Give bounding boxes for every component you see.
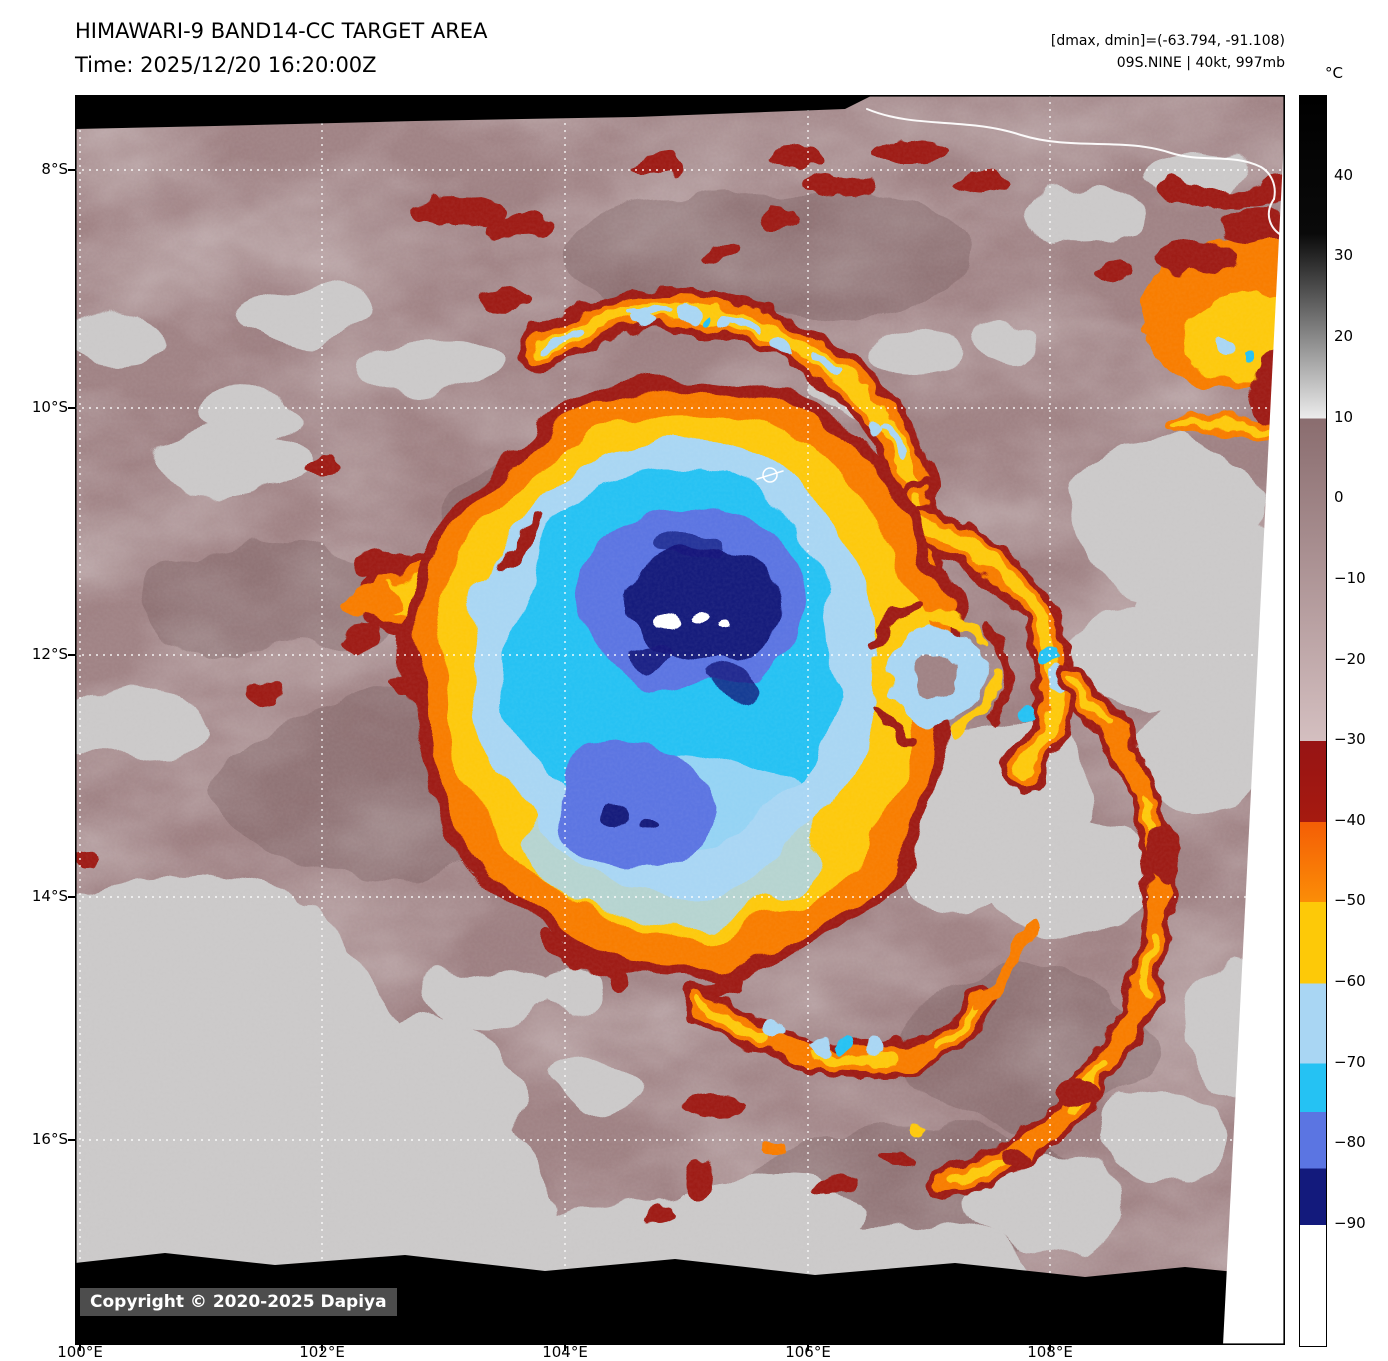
colorbar-tick-0: 0 (1334, 488, 1344, 506)
copyright-badge: Copyright © 2020-2025 Dapiya (80, 1288, 397, 1316)
lon-tick-108e: 108°E (1027, 1343, 1073, 1361)
lon-tickmark (1049, 1345, 1051, 1351)
colorbar-tick-m20: −20 (1334, 650, 1366, 668)
lon-tick-104e: 104°E (542, 1343, 588, 1361)
lat-tick-10s: 10°S (31, 398, 68, 416)
lat-tick-12s: 12°S (31, 645, 68, 663)
satellite-map (75, 95, 1285, 1345)
lon-tickmark (807, 1345, 809, 1351)
colorbar-tick-m70: −70 (1334, 1053, 1366, 1071)
colorbar-tick-10: 10 (1334, 408, 1354, 426)
page-title: HIMAWARI-9 BAND14-CC TARGET AREA (75, 19, 488, 43)
lat-tickmark (68, 169, 75, 171)
lon-tick-100e: 100°E (57, 1343, 103, 1361)
lat-tickmark (68, 654, 75, 656)
pixel-speckle (75, 95, 1285, 1345)
lon-tickmark (321, 1345, 323, 1351)
colorbar-tick-m50: −50 (1334, 891, 1366, 909)
colorbar-tick-40: 40 (1334, 166, 1354, 184)
colorbar-tick-30: 30 (1334, 246, 1354, 264)
colorbar-tick-20: 20 (1334, 327, 1354, 345)
lat-tick-14s: 14°S (31, 887, 68, 905)
lon-tickmark (564, 1345, 566, 1351)
lat-tick-16s: 16°S (31, 1130, 68, 1148)
lon-tickmark (79, 1345, 81, 1351)
lat-tickmark (68, 407, 75, 409)
lon-tick-106e: 106°E (785, 1343, 831, 1361)
colorbar-tick-m40: −40 (1334, 811, 1366, 829)
colorbar-tick-m90: −90 (1334, 1214, 1366, 1232)
colorbar-unit-label: °C (1325, 64, 1343, 82)
colorbar-tick-m30: −30 (1334, 730, 1366, 748)
timestamp: Time: 2025/12/20 16:20:00Z (75, 53, 377, 77)
colorbar-tick-m10: −10 (1334, 569, 1366, 587)
lat-tickmark (68, 1139, 75, 1141)
colorbar-tick-m80: −80 (1334, 1133, 1366, 1151)
lat-tickmark (68, 896, 75, 898)
lon-tick-102e: 102°E (299, 1343, 345, 1361)
dmax-dmin-readout: [dmax, dmin]=(-63.794, -91.108) (1050, 33, 1285, 49)
colorbar-gradient (1299, 95, 1327, 1347)
colorbar-tick-m60: −60 (1334, 972, 1366, 990)
storm-info: 09S.NINE | 40kt, 997mb (1116, 55, 1285, 71)
lat-tick-8s: 8°S (41, 160, 68, 178)
